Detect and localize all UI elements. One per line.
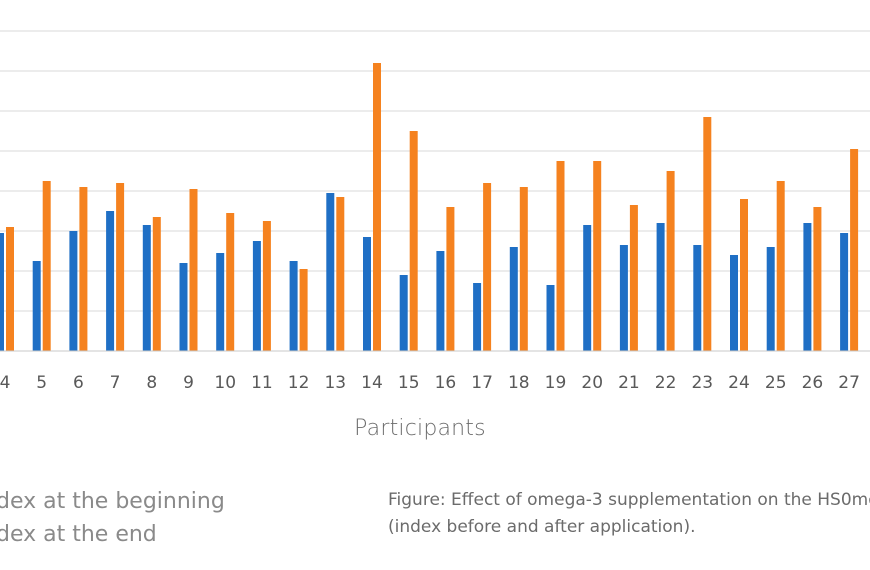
bar-end-10 xyxy=(226,213,235,351)
bar-beginning-7 xyxy=(106,211,115,351)
bar-end-22 xyxy=(666,171,675,351)
bar-end-15 xyxy=(409,131,418,351)
x-tick-label-24: 24 xyxy=(728,373,750,393)
bar-beginning-6 xyxy=(69,231,78,351)
bar-end-27 xyxy=(850,149,859,351)
x-tick-label-27: 27 xyxy=(838,373,860,393)
x-tick-label-21: 21 xyxy=(618,373,640,393)
bar-end-14 xyxy=(373,63,381,351)
bar-end-12 xyxy=(299,269,308,351)
x-tick-label-10: 10 xyxy=(214,373,236,393)
bar-beginning-12 xyxy=(289,261,298,351)
x-tick-label-15: 15 xyxy=(398,373,420,393)
bar-beginning-11 xyxy=(252,241,261,351)
x-tick-label-23: 23 xyxy=(691,373,713,393)
bar-beginning-5 xyxy=(32,261,41,351)
bars xyxy=(0,63,859,351)
x-tick-label-13: 13 xyxy=(324,373,346,393)
bar-end-20 xyxy=(593,161,602,351)
bar-chart: 4 5 6 7 8 9 10 11 12 13 14 15 16 17 18 19 20 21 22 23 24 25 26… xyxy=(0,30,870,393)
x-tick-label-26: 26 xyxy=(802,373,824,393)
bar-end-8 xyxy=(152,217,161,351)
bar-end-6 xyxy=(79,187,88,351)
x-tick-label-14: 14 xyxy=(361,373,383,393)
bar-end-21 xyxy=(629,205,638,351)
bar-beginning-4 xyxy=(0,233,4,351)
bar-end-4 xyxy=(6,227,14,351)
x-tick-label-4: 4 xyxy=(0,373,10,393)
bar-end-16 xyxy=(446,207,455,351)
bar-end-13 xyxy=(336,197,345,351)
caption-line-2: (index before and after application). xyxy=(388,517,696,537)
bar-beginning-9 xyxy=(179,263,188,351)
bar-end-7 xyxy=(116,183,125,351)
bar-end-19 xyxy=(556,161,565,351)
bar-beginning-25 xyxy=(766,247,775,351)
bar-end-11 xyxy=(262,221,271,351)
legend: dex at the beginning dex at the end xyxy=(0,485,225,551)
legend-item-end: dex at the end xyxy=(0,518,225,551)
figure-caption: Figure: Effect of omega-3 supplementatio… xyxy=(388,487,870,541)
legend-item-beginning: dex at the beginning xyxy=(0,485,225,518)
x-tick-label-6: 6 xyxy=(73,373,84,393)
caption-line-1: Figure: Effect of omega-3 supplementatio… xyxy=(388,490,870,510)
bar-beginning-27 xyxy=(840,233,849,351)
gridlines xyxy=(0,30,870,312)
bar-end-26 xyxy=(813,207,822,351)
bar-beginning-15 xyxy=(399,275,408,351)
bar-beginning-8 xyxy=(142,225,151,351)
bar-end-17 xyxy=(483,183,492,351)
x-tick-label-12: 12 xyxy=(288,373,310,393)
x-tick-label-20: 20 xyxy=(581,373,603,393)
legend-label-beginning: dex at the beginning xyxy=(0,489,225,514)
legend-label-end: dex at the end xyxy=(0,522,157,547)
x-tick-label-18: 18 xyxy=(508,373,530,393)
x-tick-label-11: 11 xyxy=(251,373,273,393)
x-tick-labels: 4 5 6 7 8 9 10 11 12 13 14 15 16 17 18 19 20 21 22 23 24 25 26… xyxy=(0,373,860,393)
x-tick-label-7: 7 xyxy=(110,373,121,393)
bar-beginning-26 xyxy=(803,223,812,351)
bar-beginning-19 xyxy=(546,285,555,351)
bar-beginning-22 xyxy=(656,223,665,351)
bar-beginning-13 xyxy=(326,193,335,351)
bar-beginning-24 xyxy=(730,255,738,351)
bar-beginning-17 xyxy=(473,283,482,351)
x-tick-label-9: 9 xyxy=(183,373,194,393)
x-tick-label-5: 5 xyxy=(36,373,47,393)
bar-beginning-20 xyxy=(583,225,592,351)
x-axis-label: Participants xyxy=(354,416,486,441)
bar-end-18 xyxy=(519,187,528,351)
bar-end-5 xyxy=(42,181,51,351)
bar-beginning-16 xyxy=(436,251,445,351)
bar-end-23 xyxy=(703,117,712,351)
bar-beginning-21 xyxy=(619,245,628,351)
x-tick-label-17: 17 xyxy=(471,373,493,393)
x-tick-label-8: 8 xyxy=(146,373,157,393)
x-tick-label-25: 25 xyxy=(765,373,787,393)
bar-beginning-14 xyxy=(363,237,371,351)
x-tick-label-19: 19 xyxy=(545,373,567,393)
bar-beginning-18 xyxy=(509,247,518,351)
bar-end-25 xyxy=(776,181,785,351)
bar-beginning-23 xyxy=(693,245,702,351)
bar-end-24 xyxy=(740,199,748,351)
bar-beginning-10 xyxy=(216,253,225,351)
bar-end-9 xyxy=(189,189,198,351)
x-tick-label-16: 16 xyxy=(435,373,457,393)
x-tick-label-22: 22 xyxy=(655,373,677,393)
